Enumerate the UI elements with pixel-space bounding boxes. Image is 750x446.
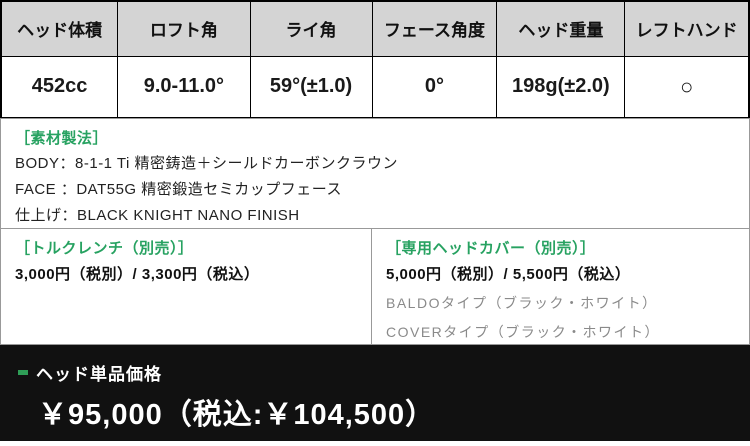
material-method-label: ［素材製法］ — [15, 130, 109, 147]
torque-wrench-price: 3,000円（税別）/ 3,300円（税込） — [15, 266, 260, 283]
spec-value-left-hand-available-mark: ○ — [624, 55, 750, 119]
head-cover-price: 5,000円（税別）/ 5,500円（税込） — [386, 266, 631, 283]
torque-wrench-section: ［トルクレンチ（別売）］ 3,000円（税別）/ 3,300円（税込） — [0, 228, 372, 345]
head-cover-section: ［専用ヘッドカバー（別売）］ 5,000円（税別）/ 5,500円（税込） BA… — [371, 228, 750, 345]
head-cover-label: ［専用ヘッドカバー（別売）］ — [386, 240, 596, 257]
spec-header-face-angle: フェース角度 — [371, 0, 498, 57]
material-face-line: FACE ：DAT55G 精密鍛造セミカップフェース — [15, 181, 343, 198]
spec-value-head-volume: 452cc — [0, 55, 119, 119]
material-body-line: BODY：8-1-1 Ti 精密鋳造＋シールドカーボンクラウン — [15, 155, 399, 172]
green-dash-bullet-icon — [18, 370, 28, 375]
spec-value-loft-angle: 9.0-11.0° — [117, 55, 251, 119]
spec-value-head-weight: 198g(±2.0) — [496, 55, 626, 119]
price-bar-label: ヘッド単品価格 — [36, 365, 162, 384]
price-bar-heading: ヘッド単品価格 — [18, 360, 750, 385]
spec-header-head-volume: ヘッド体積 — [0, 0, 119, 57]
spec-header-head-weight: ヘッド重量 — [496, 0, 626, 57]
spec-table: ヘッド体積 ロフト角 ライ角 フェース角度 ヘッド重量 レフトハンド 452cc… — [0, 0, 750, 119]
head-cover-option-cover: COVERタイプ（ブラック・ホワイト） — [386, 324, 661, 340]
spec-value-lie-angle: 59°(±1.0) — [249, 55, 373, 119]
spec-header-left-hand: レフトハンド — [624, 0, 750, 57]
head-price-bar: ヘッド単品価格 ￥95,000（税込:￥104,500） — [0, 344, 750, 441]
spec-table-header-row: ヘッド体積 ロフト角 ライ角 フェース角度 ヘッド重量 レフトハンド — [0, 0, 750, 57]
torque-wrench-label: ［トルクレンチ（別売）］ — [15, 240, 194, 257]
price-bar-amount: ￥95,000（税込:￥104,500） — [38, 399, 436, 431]
spec-header-loft-angle: ロフト角 — [117, 0, 251, 57]
spec-table-value-row: 452cc 9.0-11.0° 59°(±1.0) 0° 198g(±2.0) … — [0, 55, 750, 119]
head-cover-option-baldo: BALDOタイプ（ブラック・ホワイト） — [386, 295, 658, 311]
spec-header-lie-angle: ライ角 — [249, 0, 373, 57]
spec-value-face-angle: 0° — [371, 55, 498, 119]
accessories-row: ［トルクレンチ（別売）］ 3,000円（税別）/ 3,300円（税込） ［専用ヘ… — [0, 228, 750, 345]
material-finish-line: 仕上げ：BLACK KNIGHT NANO FINISH — [15, 207, 300, 224]
material-method-section: ［素材製法］ BODY：8-1-1 Ti 精密鋳造＋シールドカーボンクラウン F… — [0, 118, 750, 229]
